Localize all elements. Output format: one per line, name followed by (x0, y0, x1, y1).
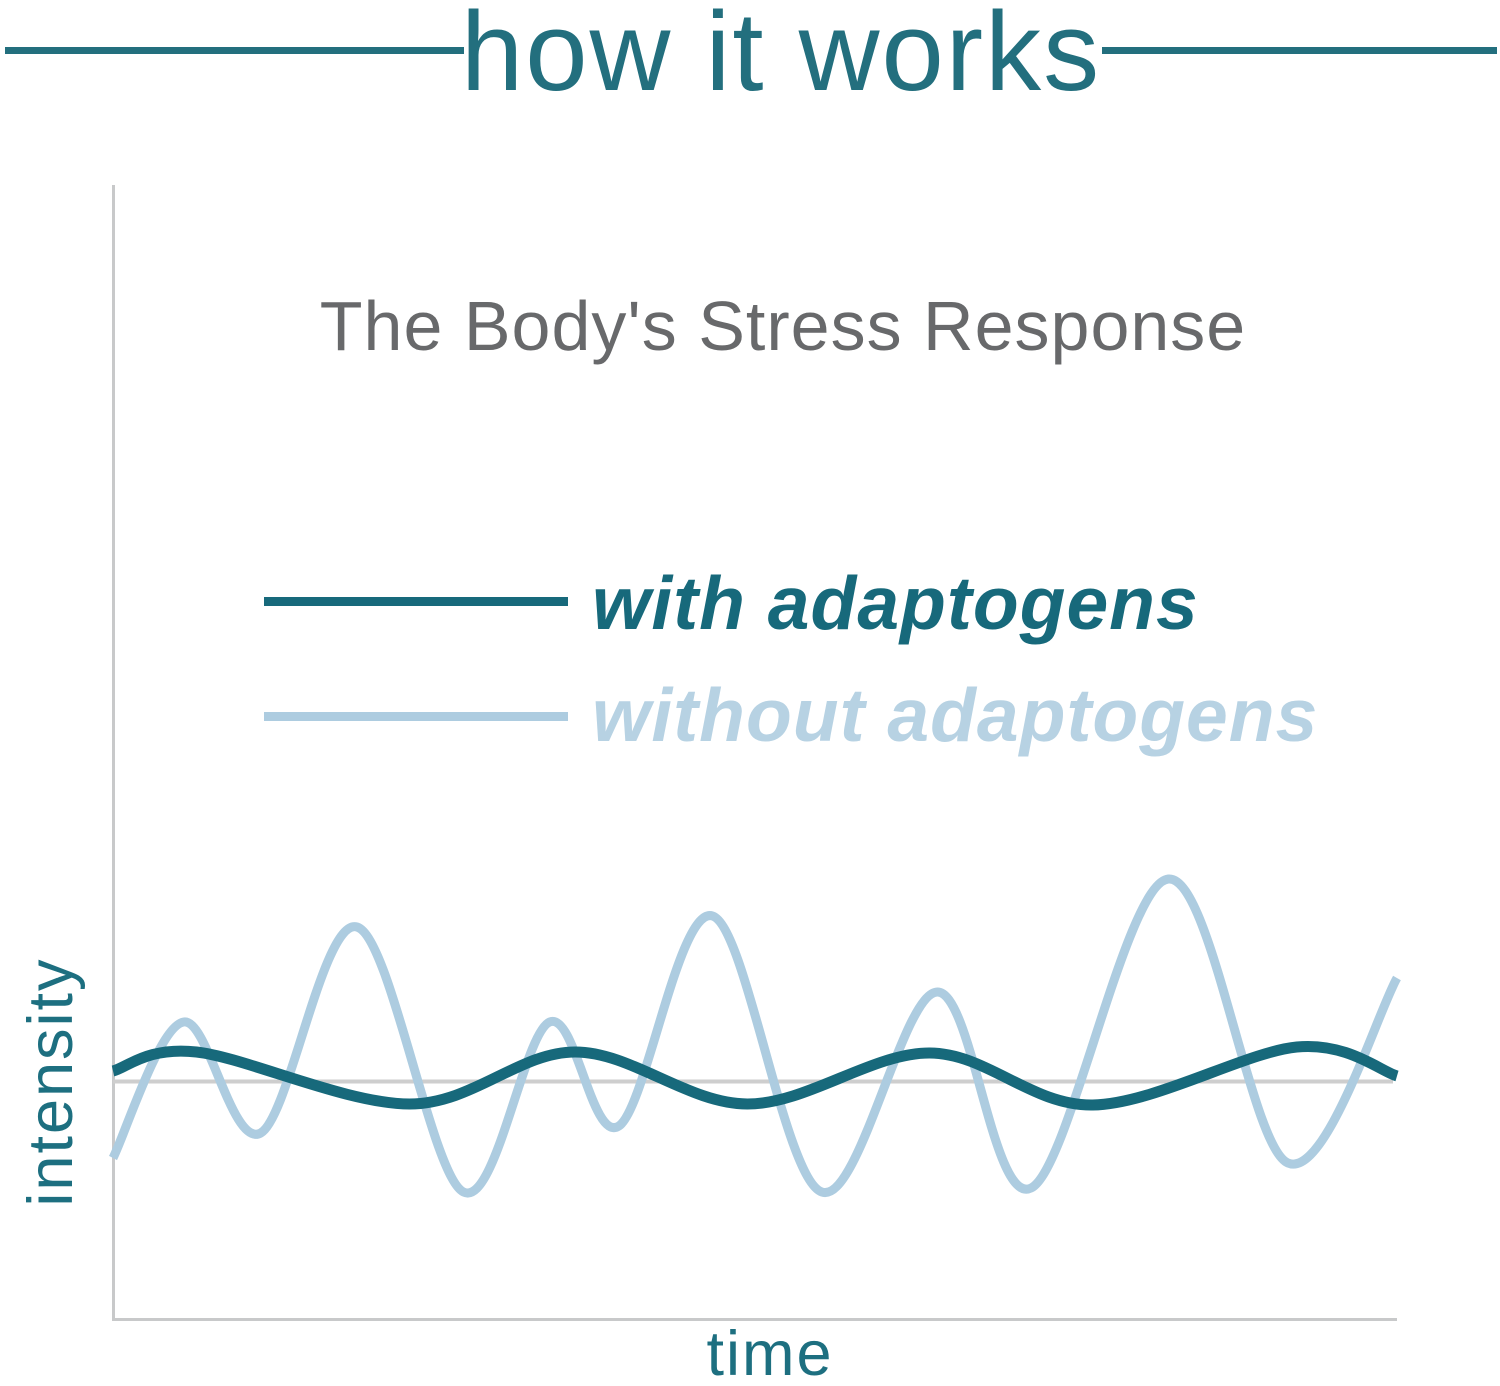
legend-line-with-adaptogens (264, 597, 568, 606)
page-title: how it works (460, 0, 1102, 114)
header-rule-left (5, 47, 464, 54)
series-line-with-adaptogens (111, 1040, 1399, 1111)
legend-line-without-adaptogens (264, 712, 568, 721)
chart-title: The Body's Stress Response (319, 287, 1247, 365)
y-axis-label: intensity (16, 957, 86, 1206)
series-line-without-adaptogens (108, 874, 1401, 1198)
legend-label-with-adaptogens: with adaptogens (592, 561, 1199, 645)
x-axis-label: time (706, 1319, 833, 1386)
header-rule-right (1102, 47, 1497, 54)
legend-label-without-adaptogens: without adaptogens (592, 673, 1319, 757)
